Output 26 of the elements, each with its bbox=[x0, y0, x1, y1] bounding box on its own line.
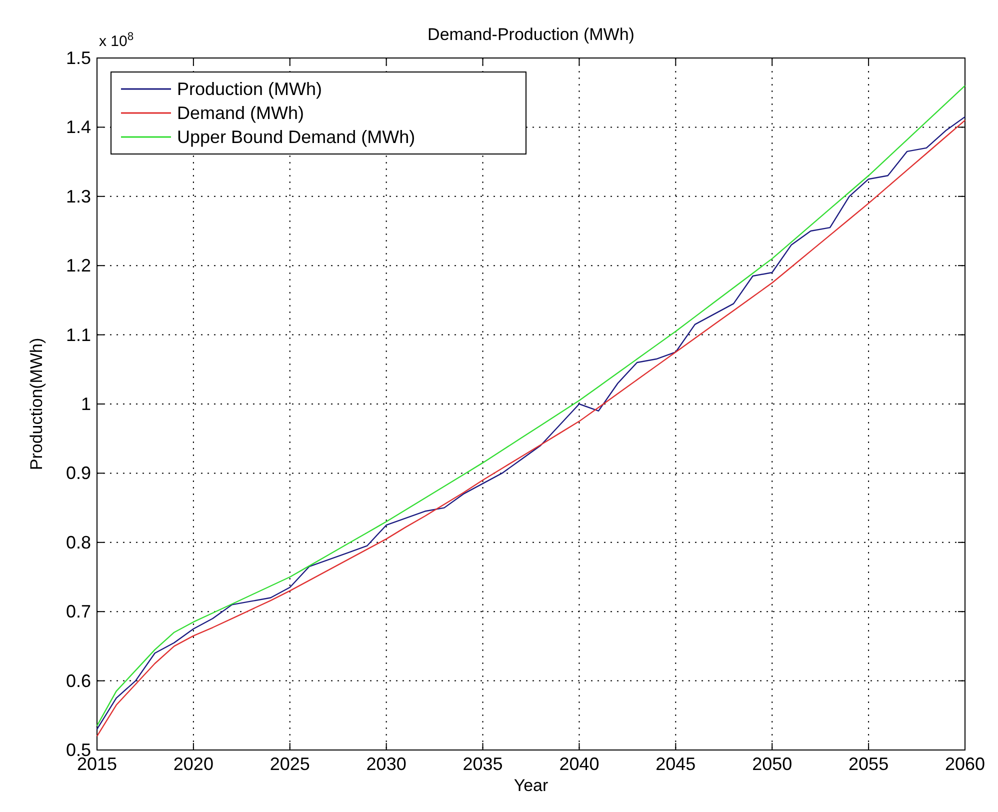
y-tick-label: 1.4 bbox=[66, 117, 91, 138]
x-tick-label: 2055 bbox=[848, 754, 889, 774]
y-tick-label: 1.2 bbox=[66, 256, 91, 276]
x-tick-label: 2025 bbox=[270, 754, 310, 774]
x-tick-label: 2045 bbox=[656, 754, 696, 774]
y-axis-title: Production(MWh) bbox=[27, 338, 46, 470]
legend-label: Production (MWh) bbox=[177, 79, 322, 99]
legend-label: Upper Bound Demand (MWh) bbox=[177, 127, 416, 147]
x-tick-label: 2050 bbox=[752, 754, 792, 774]
text: x 10$^{8}$ bbox=[99, 31, 134, 50]
x-tick-label: 2020 bbox=[173, 754, 214, 774]
y-tick-label: 0.6 bbox=[66, 670, 91, 691]
y-tick-label: 1 bbox=[80, 394, 91, 414]
x-tick-label: 2060 bbox=[944, 754, 986, 774]
y-tick-label: 1.3 bbox=[66, 186, 91, 206]
x-tick-label: 2035 bbox=[462, 754, 503, 774]
x-axis-title: Year bbox=[514, 776, 549, 795]
x-tick-label: 2030 bbox=[366, 754, 406, 774]
y-tick-label: 1.5 bbox=[66, 48, 91, 68]
legend-label: Demand (MWh) bbox=[177, 103, 304, 123]
y-tick-label: 0.9 bbox=[66, 463, 91, 484]
y-tick-label: 0.7 bbox=[66, 602, 91, 622]
chart-title: Demand-Production (MWh) bbox=[428, 25, 634, 44]
x-tick-label: 2040 bbox=[559, 754, 600, 774]
y-tick-label: 1.1 bbox=[66, 324, 91, 345]
y-tick-label: 0.8 bbox=[66, 532, 91, 552]
